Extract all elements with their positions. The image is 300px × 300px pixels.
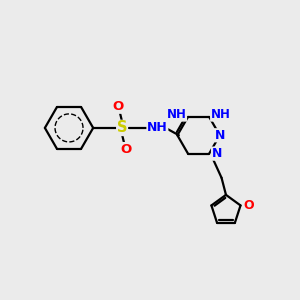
Text: O: O: [120, 142, 131, 156]
Text: N: N: [214, 129, 225, 142]
Text: N: N: [212, 147, 222, 160]
Text: NH: NH: [147, 122, 168, 134]
Text: O: O: [243, 199, 254, 212]
Text: NH: NH: [211, 108, 230, 121]
Text: O: O: [113, 100, 124, 113]
Text: S: S: [117, 120, 127, 135]
Text: NH: NH: [167, 108, 187, 121]
